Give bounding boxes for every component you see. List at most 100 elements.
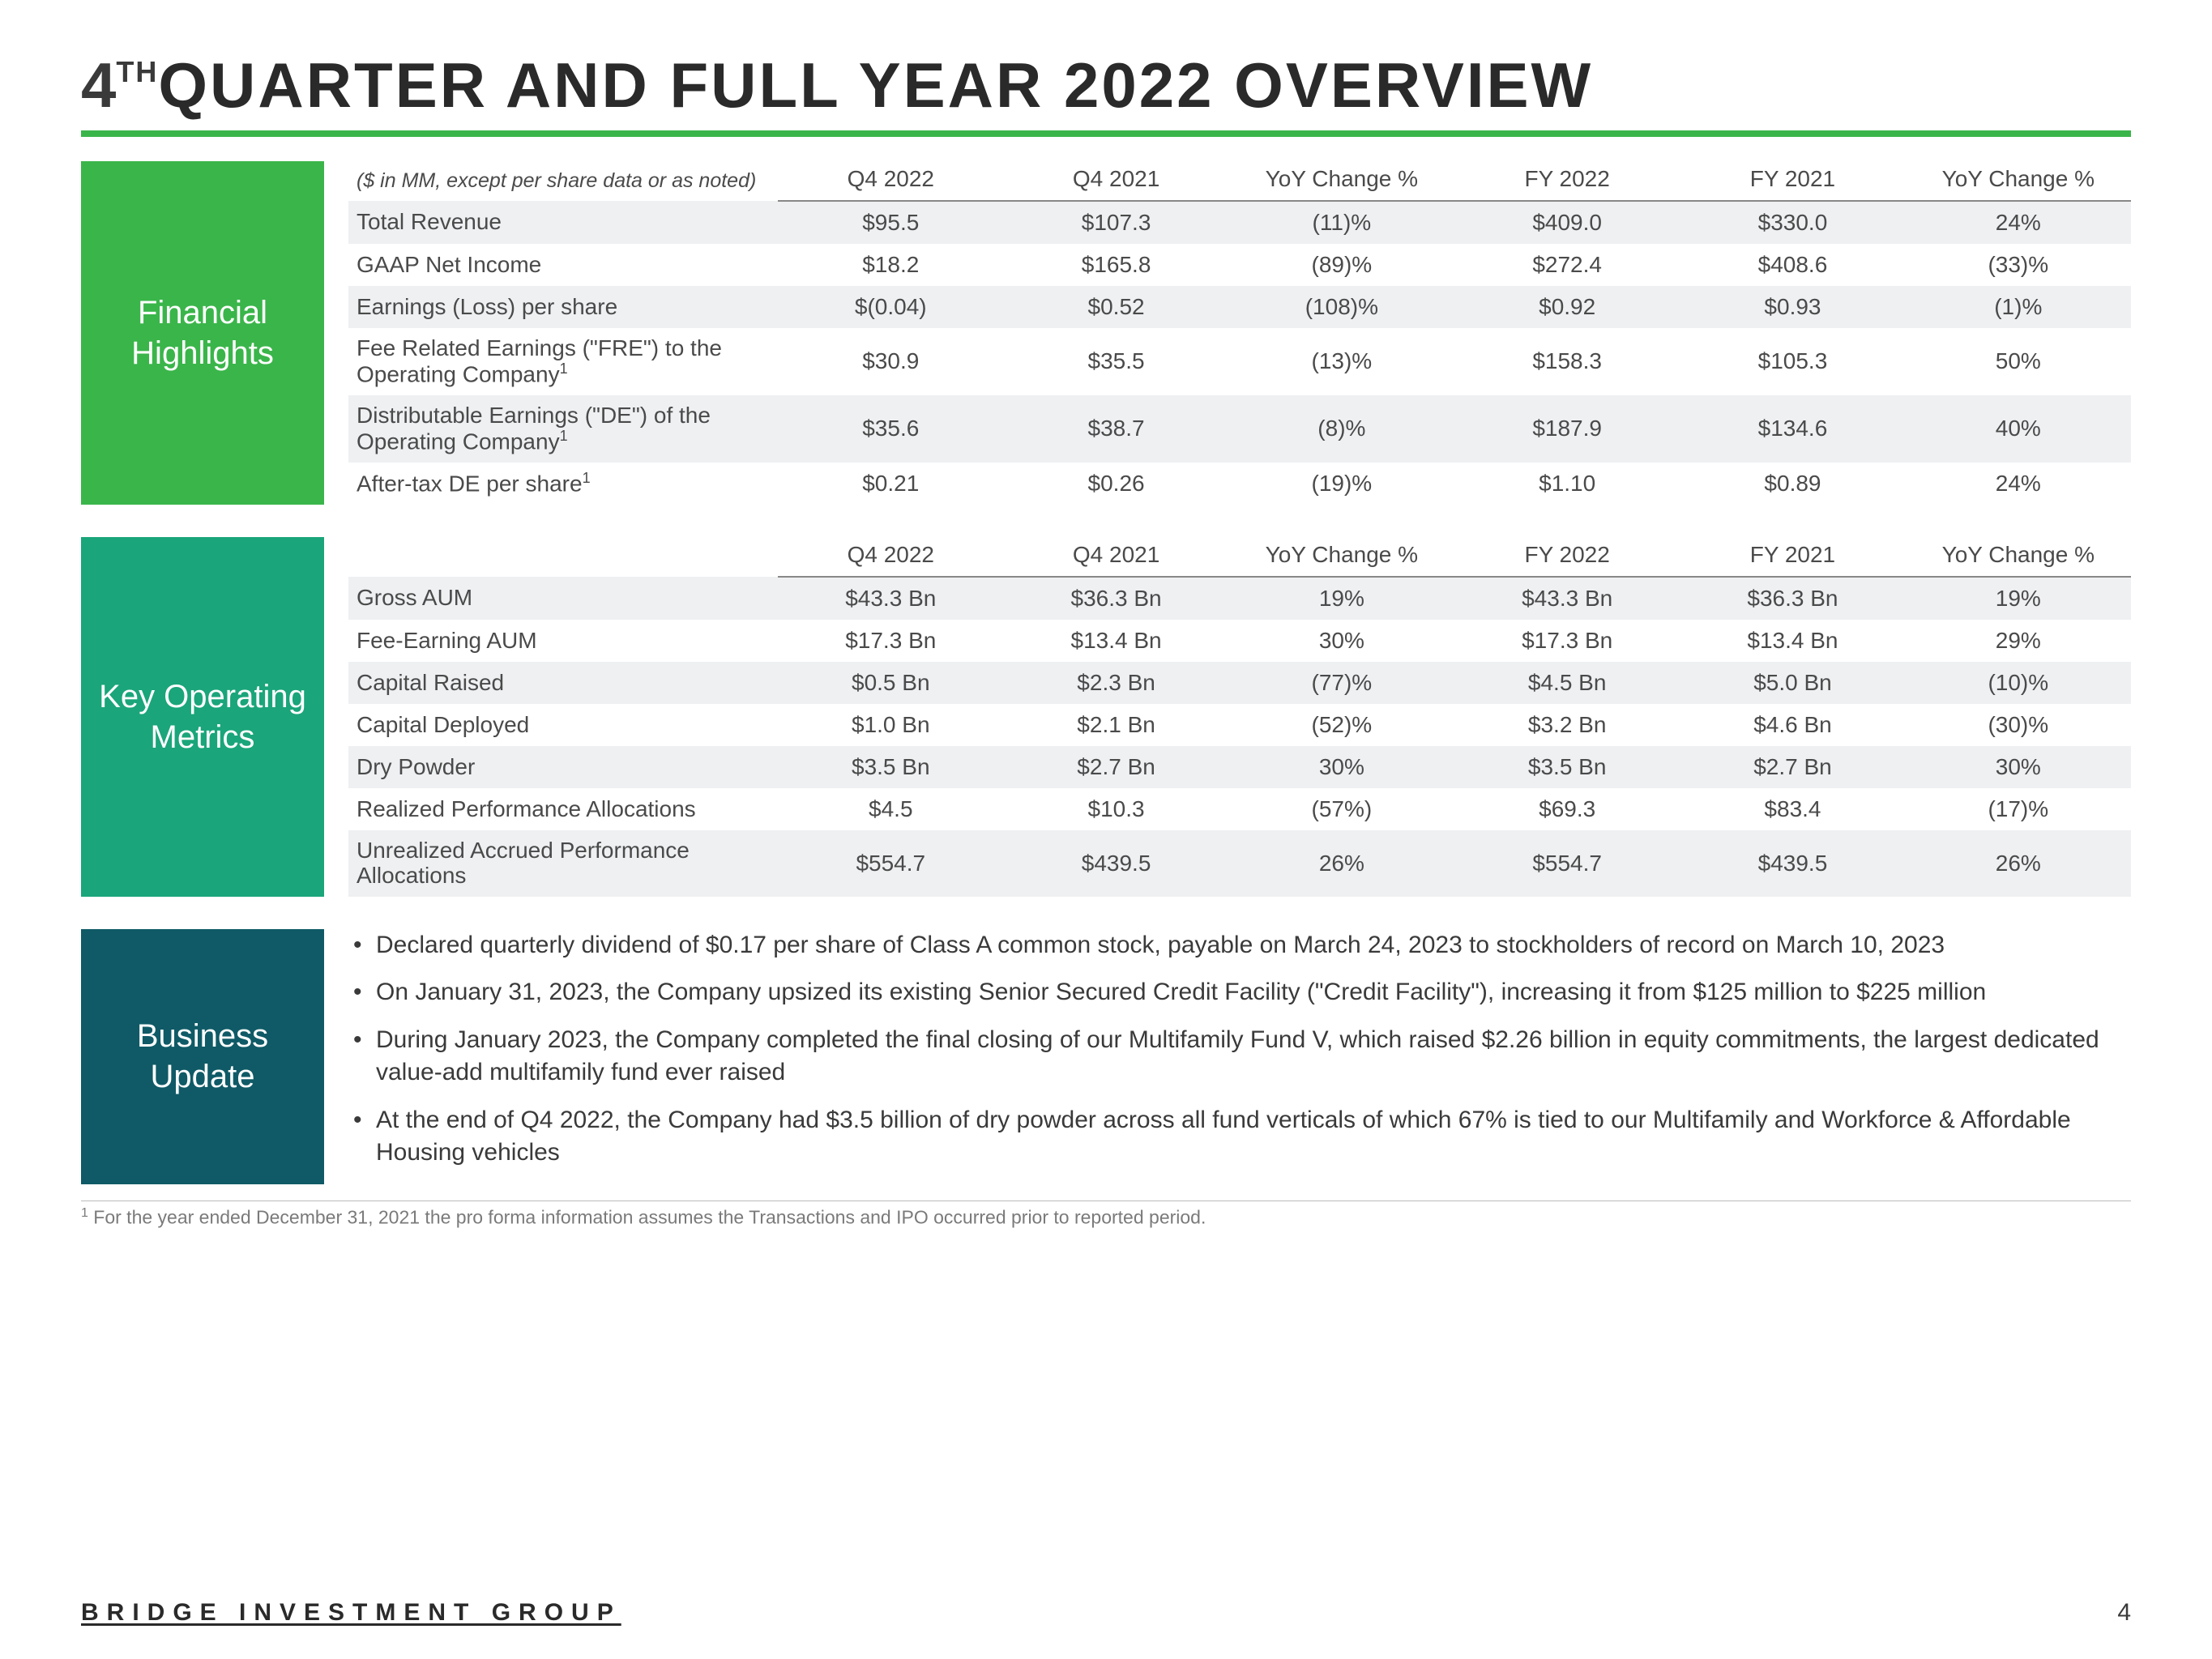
cell: $95.5 (778, 201, 1003, 244)
cell: $2.3 Bn (1003, 662, 1228, 704)
list-item: During January 2023, the Company complet… (348, 1024, 2131, 1090)
table-row: Gross AUM$43.3 Bn$36.3 Bn19%$43.3 Bn$36.… (348, 577, 2131, 620)
col-header: FY 2021 (1680, 161, 1905, 201)
section-business: Business Update Declared quarterly divid… (81, 929, 2131, 1184)
col-header: Q4 2022 (778, 537, 1003, 577)
cell: $38.7 (1003, 395, 1228, 463)
table-row: Fee-Earning AUM$17.3 Bn$13.4 Bn30%$17.3 … (348, 620, 2131, 662)
cell: $0.92 (1454, 286, 1680, 328)
list-item: At the end of Q4 2022, the Company had $… (348, 1104, 2131, 1170)
cell: $554.7 (778, 830, 1003, 897)
cell: $43.3 Bn (778, 577, 1003, 620)
table-metrics: Q4 2022 Q4 2021 YoY Change % FY 2022 FY … (348, 537, 2131, 897)
table-note: ($ in MM, except per share data or as no… (348, 161, 778, 201)
cell: $5.0 Bn (1680, 662, 1905, 704)
cell: (108)% (1229, 286, 1454, 328)
cell: $30.9 (778, 328, 1003, 395)
cell: (10)% (1906, 662, 2131, 704)
table-row: Dry Powder$3.5 Bn$2.7 Bn30%$3.5 Bn$2.7 B… (348, 746, 2131, 788)
cell: $3.5 Bn (1454, 746, 1680, 788)
cell: $2.7 Bn (1680, 746, 1905, 788)
cell: $0.52 (1003, 286, 1228, 328)
cell: 30% (1906, 746, 2131, 788)
cell: $1.0 Bn (778, 704, 1003, 746)
col-header: Q4 2021 (1003, 537, 1228, 577)
col-header: YoY Change % (1906, 537, 2131, 577)
title-number: 4 (81, 49, 116, 122)
section-label-business: Business Update (81, 929, 324, 1184)
cell: (57%) (1229, 788, 1454, 830)
page-number: 4 (2117, 1599, 2131, 1627)
cell: $3.2 Bn (1454, 704, 1680, 746)
table-row: GAAP Net Income$18.2$165.8(89)%$272.4$40… (348, 244, 2131, 286)
col-header: YoY Change % (1229, 161, 1454, 201)
col-header: YoY Change % (1906, 161, 2131, 201)
row-label: Capital Raised (348, 662, 778, 704)
cell: 19% (1906, 577, 2131, 620)
cell: $36.3 Bn (1680, 577, 1905, 620)
cell: 26% (1906, 830, 2131, 897)
section-label-financial: Financial Highlights (81, 161, 324, 505)
footnote: 1 For the year ended December 31, 2021 t… (81, 1201, 2131, 1229)
cell: $439.5 (1680, 830, 1905, 897)
cell: (33)% (1906, 244, 2131, 286)
cell: $3.5 Bn (778, 746, 1003, 788)
cell: $83.4 (1680, 788, 1905, 830)
cell: 30% (1229, 620, 1454, 662)
cell: $2.7 Bn (1003, 746, 1228, 788)
table-row: Distributable Earnings ("DE") of the Ope… (348, 395, 2131, 463)
cell: $35.5 (1003, 328, 1228, 395)
cell: $165.8 (1003, 244, 1228, 286)
row-label: Gross AUM (348, 577, 778, 620)
table-row: Total Revenue$95.5$107.3(11)%$409.0$330.… (348, 201, 2131, 244)
cell: $2.1 Bn (1003, 704, 1228, 746)
cell: $0.26 (1003, 463, 1228, 505)
cell: $10.3 (1003, 788, 1228, 830)
table-row: Capital Raised$0.5 Bn$2.3 Bn(77)%$4.5 Bn… (348, 662, 2131, 704)
section-financial: Financial Highlights ($ in MM, except pe… (81, 161, 2131, 505)
title-underline (81, 130, 2131, 137)
col-header: FY 2022 (1454, 161, 1680, 201)
cell: (11)% (1229, 201, 1454, 244)
cell: 24% (1906, 463, 2131, 505)
row-label: Fee Related Earnings ("FRE") to the Oper… (348, 328, 778, 395)
cell: $554.7 (1454, 830, 1680, 897)
row-label: Dry Powder (348, 746, 778, 788)
cell: $272.4 (1454, 244, 1680, 286)
row-label: Fee-Earning AUM (348, 620, 778, 662)
brand-name: BRIDGE INVESTMENT GROUP (81, 1599, 621, 1627)
cell: $35.6 (778, 395, 1003, 463)
row-label: Realized Performance Allocations (348, 788, 778, 830)
table-row: Fee Related Earnings ("FRE") to the Oper… (348, 328, 2131, 395)
cell: (52)% (1229, 704, 1454, 746)
cell: $439.5 (1003, 830, 1228, 897)
cell: $409.0 (1454, 201, 1680, 244)
cell: (8)% (1229, 395, 1454, 463)
cell: $187.9 (1454, 395, 1680, 463)
cell: $4.6 Bn (1680, 704, 1905, 746)
cell: (13)% (1229, 328, 1454, 395)
cell: $0.21 (778, 463, 1003, 505)
cell: (30)% (1906, 704, 2131, 746)
cell: $4.5 Bn (1454, 662, 1680, 704)
cell: $43.3 Bn (1454, 577, 1680, 620)
page-title: 4 TH QUARTER AND FULL YEAR 2022 OVERVIEW (81, 49, 2131, 122)
table-row: Realized Performance Allocations$4.5$10.… (348, 788, 2131, 830)
row-label: Total Revenue (348, 201, 778, 244)
cell: $4.5 (778, 788, 1003, 830)
cell: $17.3 Bn (1454, 620, 1680, 662)
cell: $0.93 (1680, 286, 1905, 328)
col-header: FY 2022 (1454, 537, 1680, 577)
cell: $(0.04) (778, 286, 1003, 328)
cell: (77)% (1229, 662, 1454, 704)
cell: 50% (1906, 328, 2131, 395)
col-header: Q4 2022 (778, 161, 1003, 201)
cell: 24% (1906, 201, 2131, 244)
table-row: Capital Deployed$1.0 Bn$2.1 Bn(52)%$3.2 … (348, 704, 2131, 746)
cell: $0.5 Bn (778, 662, 1003, 704)
row-label: GAAP Net Income (348, 244, 778, 286)
cell: (89)% (1229, 244, 1454, 286)
cell: $69.3 (1454, 788, 1680, 830)
table-header-row: Q4 2022 Q4 2021 YoY Change % FY 2022 FY … (348, 537, 2131, 577)
cell: $0.89 (1680, 463, 1905, 505)
